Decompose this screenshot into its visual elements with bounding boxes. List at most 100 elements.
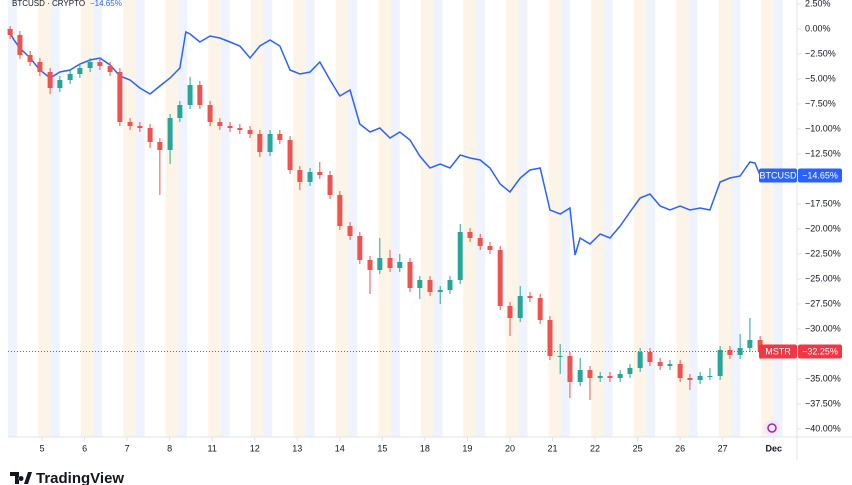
candle-body <box>577 370 583 382</box>
y-tick-label: −17.50% <box>805 198 841 208</box>
candle-body <box>467 232 473 238</box>
x-tick-label: 19 <box>462 443 472 453</box>
x-tick-label: 25 <box>633 443 643 453</box>
candle-body <box>697 376 703 380</box>
candle-body <box>187 85 193 105</box>
candle-body <box>47 72 53 88</box>
candle-body <box>27 55 33 62</box>
candle-body <box>247 130 253 134</box>
candle-body <box>647 352 653 362</box>
y-tick-label: −12.50% <box>805 148 841 158</box>
candle-body <box>97 62 103 66</box>
x-tick-label: 13 <box>292 443 302 453</box>
candle-body <box>707 376 713 377</box>
candle-body <box>377 258 383 270</box>
y-tick-label: −7.50% <box>805 98 836 108</box>
candle-body <box>227 126 233 128</box>
candle-body <box>527 296 533 298</box>
candle-body <box>217 122 223 126</box>
y-tick-label: 0.00% <box>805 23 831 33</box>
candle-body <box>17 35 23 55</box>
candle-body <box>397 262 403 268</box>
candle-body <box>147 128 153 142</box>
y-tick-label: −35.00% <box>805 373 841 383</box>
candle-body <box>137 126 143 128</box>
header-symbol: BTCUSD · CRYPTO <box>12 0 85 8</box>
tag-value: −14.65% <box>802 170 838 180</box>
x-tick-label: 21 <box>548 443 558 453</box>
x-tick-label: 7 <box>125 443 130 453</box>
candle-body <box>367 260 373 270</box>
candle-body <box>167 118 173 150</box>
candle-body <box>157 142 163 150</box>
candle-body <box>637 352 643 368</box>
candle-body <box>67 74 73 80</box>
candle-body <box>417 280 423 288</box>
candle-body <box>457 232 463 280</box>
y-tick-label: −37.50% <box>805 398 841 408</box>
session-background <box>8 0 795 437</box>
candle-body <box>287 140 293 170</box>
x-tick-label: 6 <box>82 443 87 453</box>
candle-body <box>677 364 683 378</box>
candle-body <box>587 370 593 378</box>
candle-body <box>667 364 673 366</box>
candle-body <box>77 68 83 74</box>
candle-body <box>597 376 603 378</box>
brand-logo: TradingView <box>10 470 124 485</box>
tag-value: −32.25% <box>802 346 838 356</box>
x-tick-label: 5 <box>40 443 45 453</box>
candle-body <box>747 340 753 348</box>
x-tick-label: 14 <box>335 443 345 453</box>
candle-body <box>307 172 313 182</box>
candle-body <box>277 134 283 140</box>
candle-body <box>547 320 553 356</box>
candle-body <box>407 262 413 288</box>
tag-name-box <box>759 344 797 359</box>
candle-body <box>727 350 733 355</box>
settings-icon[interactable] <box>764 420 780 436</box>
price-tag: MSTR −32.25% <box>759 344 842 359</box>
candle-body <box>657 362 663 366</box>
candle-body <box>517 296 523 318</box>
candle-body <box>567 356 573 382</box>
y-tick-label: −10.00% <box>805 123 841 133</box>
header-change: −14.65% <box>90 0 122 8</box>
tag-name-box <box>759 168 797 183</box>
x-tick-label: 18 <box>420 443 430 453</box>
candle-body <box>257 134 263 152</box>
tag-value-box <box>798 168 842 183</box>
y-tick-label: −30.00% <box>805 323 841 333</box>
y-tick-label: −20.00% <box>805 223 841 233</box>
candle-body <box>297 170 303 182</box>
candle-body <box>177 105 183 118</box>
y-tick-label: −22.50% <box>805 248 841 258</box>
candle-body <box>327 175 333 195</box>
price-line <box>7 28 761 256</box>
candle-body <box>267 134 273 152</box>
candle-body <box>337 195 343 226</box>
candle-body <box>487 246 493 250</box>
candle-body <box>57 80 63 88</box>
y-tick-label: −40.00% <box>805 423 841 433</box>
y-tick-label: 2.50% <box>805 0 831 8</box>
x-tick-label: 27 <box>718 443 728 453</box>
candle-body <box>207 105 213 122</box>
candle-body <box>347 226 353 236</box>
candle-body <box>477 238 483 246</box>
candle-body <box>237 128 243 130</box>
candle-body <box>427 280 433 292</box>
candle-body <box>627 368 633 374</box>
x-tick-label: 15 <box>377 443 387 453</box>
y-tick-label: −5.00% <box>805 73 836 83</box>
y-tick-label: −2.50% <box>805 48 836 58</box>
tag-value-box <box>798 344 842 359</box>
candle-body <box>37 62 43 72</box>
x-tick-label: 20 <box>505 443 515 453</box>
y-tick-label: −27.50% <box>805 298 841 308</box>
candle-body <box>87 62 93 68</box>
candle-body <box>197 85 203 105</box>
candle-body <box>497 250 503 306</box>
x-tick-label: 26 <box>675 443 685 453</box>
